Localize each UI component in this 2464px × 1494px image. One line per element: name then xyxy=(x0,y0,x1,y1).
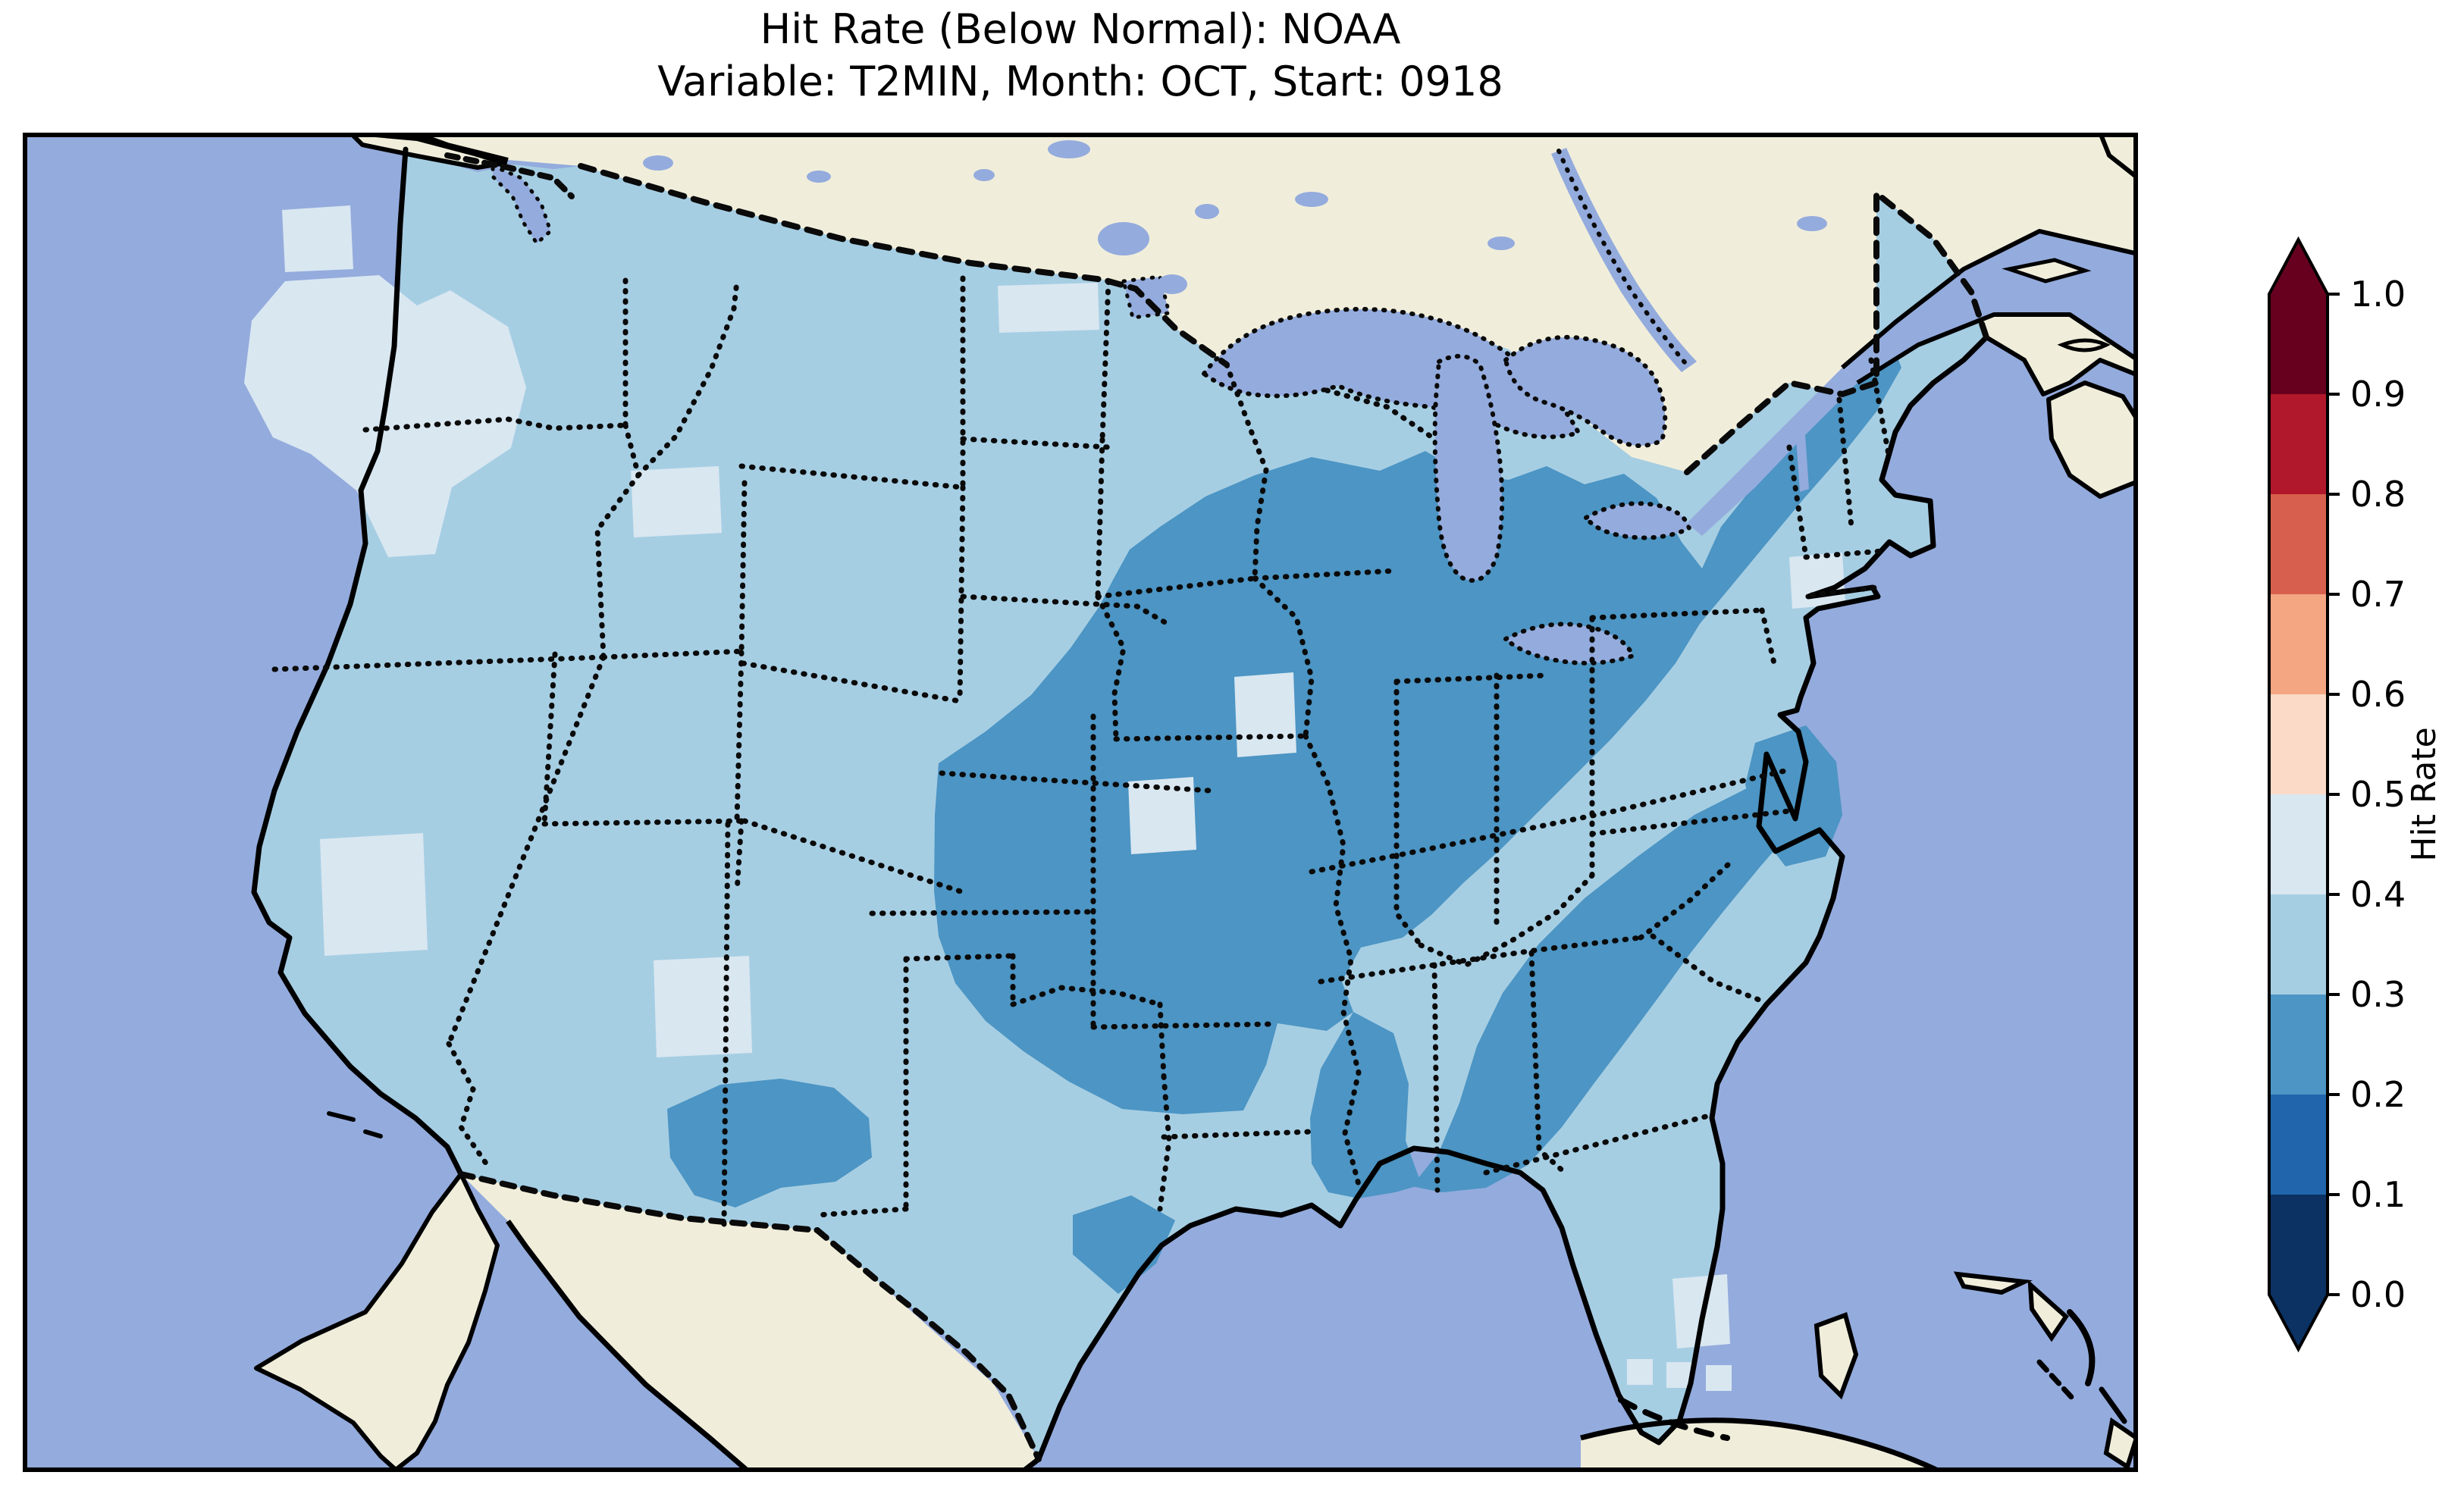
border-us-mexico xyxy=(458,1171,1042,1462)
hit-rate-04-05-keys-cell-1 xyxy=(1627,1359,1653,1385)
colorbar-segment-0.8–0.9 xyxy=(2269,394,2328,495)
colorbar-segment-0.0–0.1 xyxy=(2269,1195,2328,1295)
border-us-canada xyxy=(578,163,1230,368)
great-inagua xyxy=(2103,1417,2138,1471)
colorbar-segment-0.6–0.7 xyxy=(2269,594,2328,695)
colorbar-tick-label: 0.5 xyxy=(2350,774,2406,815)
hit-rate-02-03-texas-gulf-coast xyxy=(1073,1195,1175,1294)
canada-lake-3 xyxy=(643,155,673,171)
grand-bahama xyxy=(1953,1271,2033,1295)
colorbar-segment-0.4–0.5 xyxy=(2269,794,2328,895)
coastline-mexico-west xyxy=(506,1219,751,1472)
mexico-land xyxy=(461,1174,1039,1472)
canada-lake-7 xyxy=(973,169,995,181)
hit-rate-04-05-nevada xyxy=(320,833,428,956)
canada-lake-8 xyxy=(1797,216,1827,231)
st-lawrence-river xyxy=(1687,368,1857,536)
colorbar-canvas: 1.0 0.9 0.8 0.7 0.6 0.5 0.4 0.3 0.2 0.1 0.0 Hit Rat… xyxy=(2268,236,2444,1353)
colorbar-tick-label: 1.0 xyxy=(2350,274,2406,315)
channel-island-2 xyxy=(363,1129,383,1139)
state-borders-northeast xyxy=(1759,357,1892,666)
canada-lake-4 xyxy=(1195,204,1219,219)
colorbar-axis-label: Hit Rate xyxy=(2405,727,2444,861)
canada-lake-1 xyxy=(1098,222,1149,255)
canada-land xyxy=(414,133,2138,472)
colorbar-segment-0.9–1.0 xyxy=(2269,294,2328,395)
map-frame xyxy=(23,133,2138,1472)
canada-lake-6 xyxy=(1487,236,1515,250)
hit-rate-04-05-north-missouri xyxy=(1234,672,1296,757)
map-canvas xyxy=(23,133,2138,1472)
long-island-bahamas xyxy=(2099,1386,2127,1424)
hit-rate-04-05-washington xyxy=(282,205,353,272)
colorbar-tick-label: 0.2 xyxy=(2350,1074,2406,1115)
colorbar-tick-label: 0.8 xyxy=(2350,474,2406,515)
puget-sound xyxy=(491,163,553,246)
colorbar-segment-0.2–0.3 xyxy=(2269,994,2328,1095)
figure-title-line-1: Hit Rate (Below Normal): NOAA xyxy=(760,5,1401,53)
colorbar-segment-0.3–0.4 xyxy=(2269,894,2328,995)
canada-lake-10 xyxy=(1048,140,1090,158)
colorbar-tick-label: 0.7 xyxy=(2350,574,2406,615)
baja-california xyxy=(254,1172,500,1472)
colorbar-tick-label: 0.0 xyxy=(2350,1274,2406,1315)
coastline-new-brunswick-fundy xyxy=(1985,335,2138,396)
nova-scotia xyxy=(2046,381,2138,499)
exuma-cays xyxy=(2036,1359,2074,1400)
lake-ontario xyxy=(1582,501,1692,540)
us-hit-rate-map xyxy=(23,133,2138,1472)
coastline-gulf-atlantic xyxy=(1036,334,1989,1462)
prince-edward-island xyxy=(2057,338,2111,352)
channel-island-1 xyxy=(327,1111,356,1122)
colorbar-tick-label: 0.6 xyxy=(2350,674,2406,715)
newfoundland-corner xyxy=(2097,133,2138,181)
hit-rate-02-03-mississippi-valley xyxy=(1310,1012,1422,1198)
border-strait-juan-de-fuca xyxy=(444,152,575,199)
colorbar-segment-0.5–0.6 xyxy=(2269,694,2328,795)
ottawa-river xyxy=(1551,148,1697,372)
st-lawrence-south-bank xyxy=(1856,312,2138,385)
hit-rate-02-03-west-texas xyxy=(667,1079,872,1207)
canada-lake-5 xyxy=(1295,192,1328,207)
eleuthera-island xyxy=(2067,1309,2096,1386)
anticosti-island xyxy=(2002,258,2092,283)
colorbar-tick-label: 0.9 xyxy=(2350,374,2406,415)
colorbar-over-arrow xyxy=(2269,240,2328,294)
colorbar-segment-0.1–0.2 xyxy=(2269,1095,2328,1195)
lake-erie xyxy=(1501,622,1637,666)
border-ontario-quebec xyxy=(1556,149,1691,370)
hit-rate-04-05-keys-cell-3 xyxy=(1706,1365,1732,1391)
hit-rate-04-05-new-mexico xyxy=(654,956,752,1057)
florida-keys xyxy=(1618,1397,1730,1441)
coastline-cuba xyxy=(1580,1417,1942,1472)
figure-title-line-2: Variable: T2MIN, Month: OCT, Start: 0918 xyxy=(657,58,1503,106)
colorbar-under-arrow xyxy=(2269,1295,2328,1349)
canada-lake-2 xyxy=(1157,274,1187,294)
hit-rate-04-05-montana-wyoming xyxy=(631,466,722,537)
canada-lake-9 xyxy=(807,171,831,183)
coastline-pacific xyxy=(251,146,464,1177)
colorbar-tick-label: 0.4 xyxy=(2350,874,2406,915)
figure-title: Hit Rate (Below Normal): NOAA Variable: … xyxy=(23,3,2138,108)
colorbar-tick-label: 0.3 xyxy=(2350,974,2406,1015)
state-borders-west xyxy=(271,275,966,1227)
colorbar-segment-0.7–0.8 xyxy=(2269,494,2328,595)
colorbar: 1.0 0.9 0.8 0.7 0.6 0.5 0.4 0.3 0.2 0.1 0.0 Hit Rat… xyxy=(2244,220,2464,1433)
lake-michigan xyxy=(1432,354,1505,583)
lake-huron xyxy=(1503,334,1668,449)
colorbar-tick-label: 0.1 xyxy=(2350,1174,2406,1215)
hit-rate-04-05-southern-new-england xyxy=(1789,553,1845,609)
state-borders-plains xyxy=(814,278,1315,1218)
abaco-island xyxy=(2027,1279,2069,1342)
hit-rate-02-03-southeast-piedmont xyxy=(1412,760,1821,1192)
andros-island xyxy=(1814,1312,1859,1400)
hit-rate-04-05-north-dakota xyxy=(998,283,1099,333)
state-borders-south xyxy=(1309,768,1788,1193)
hit-rate-04-05-central-missouri xyxy=(1128,777,1196,854)
state-borders-midwest xyxy=(1095,362,1792,1193)
